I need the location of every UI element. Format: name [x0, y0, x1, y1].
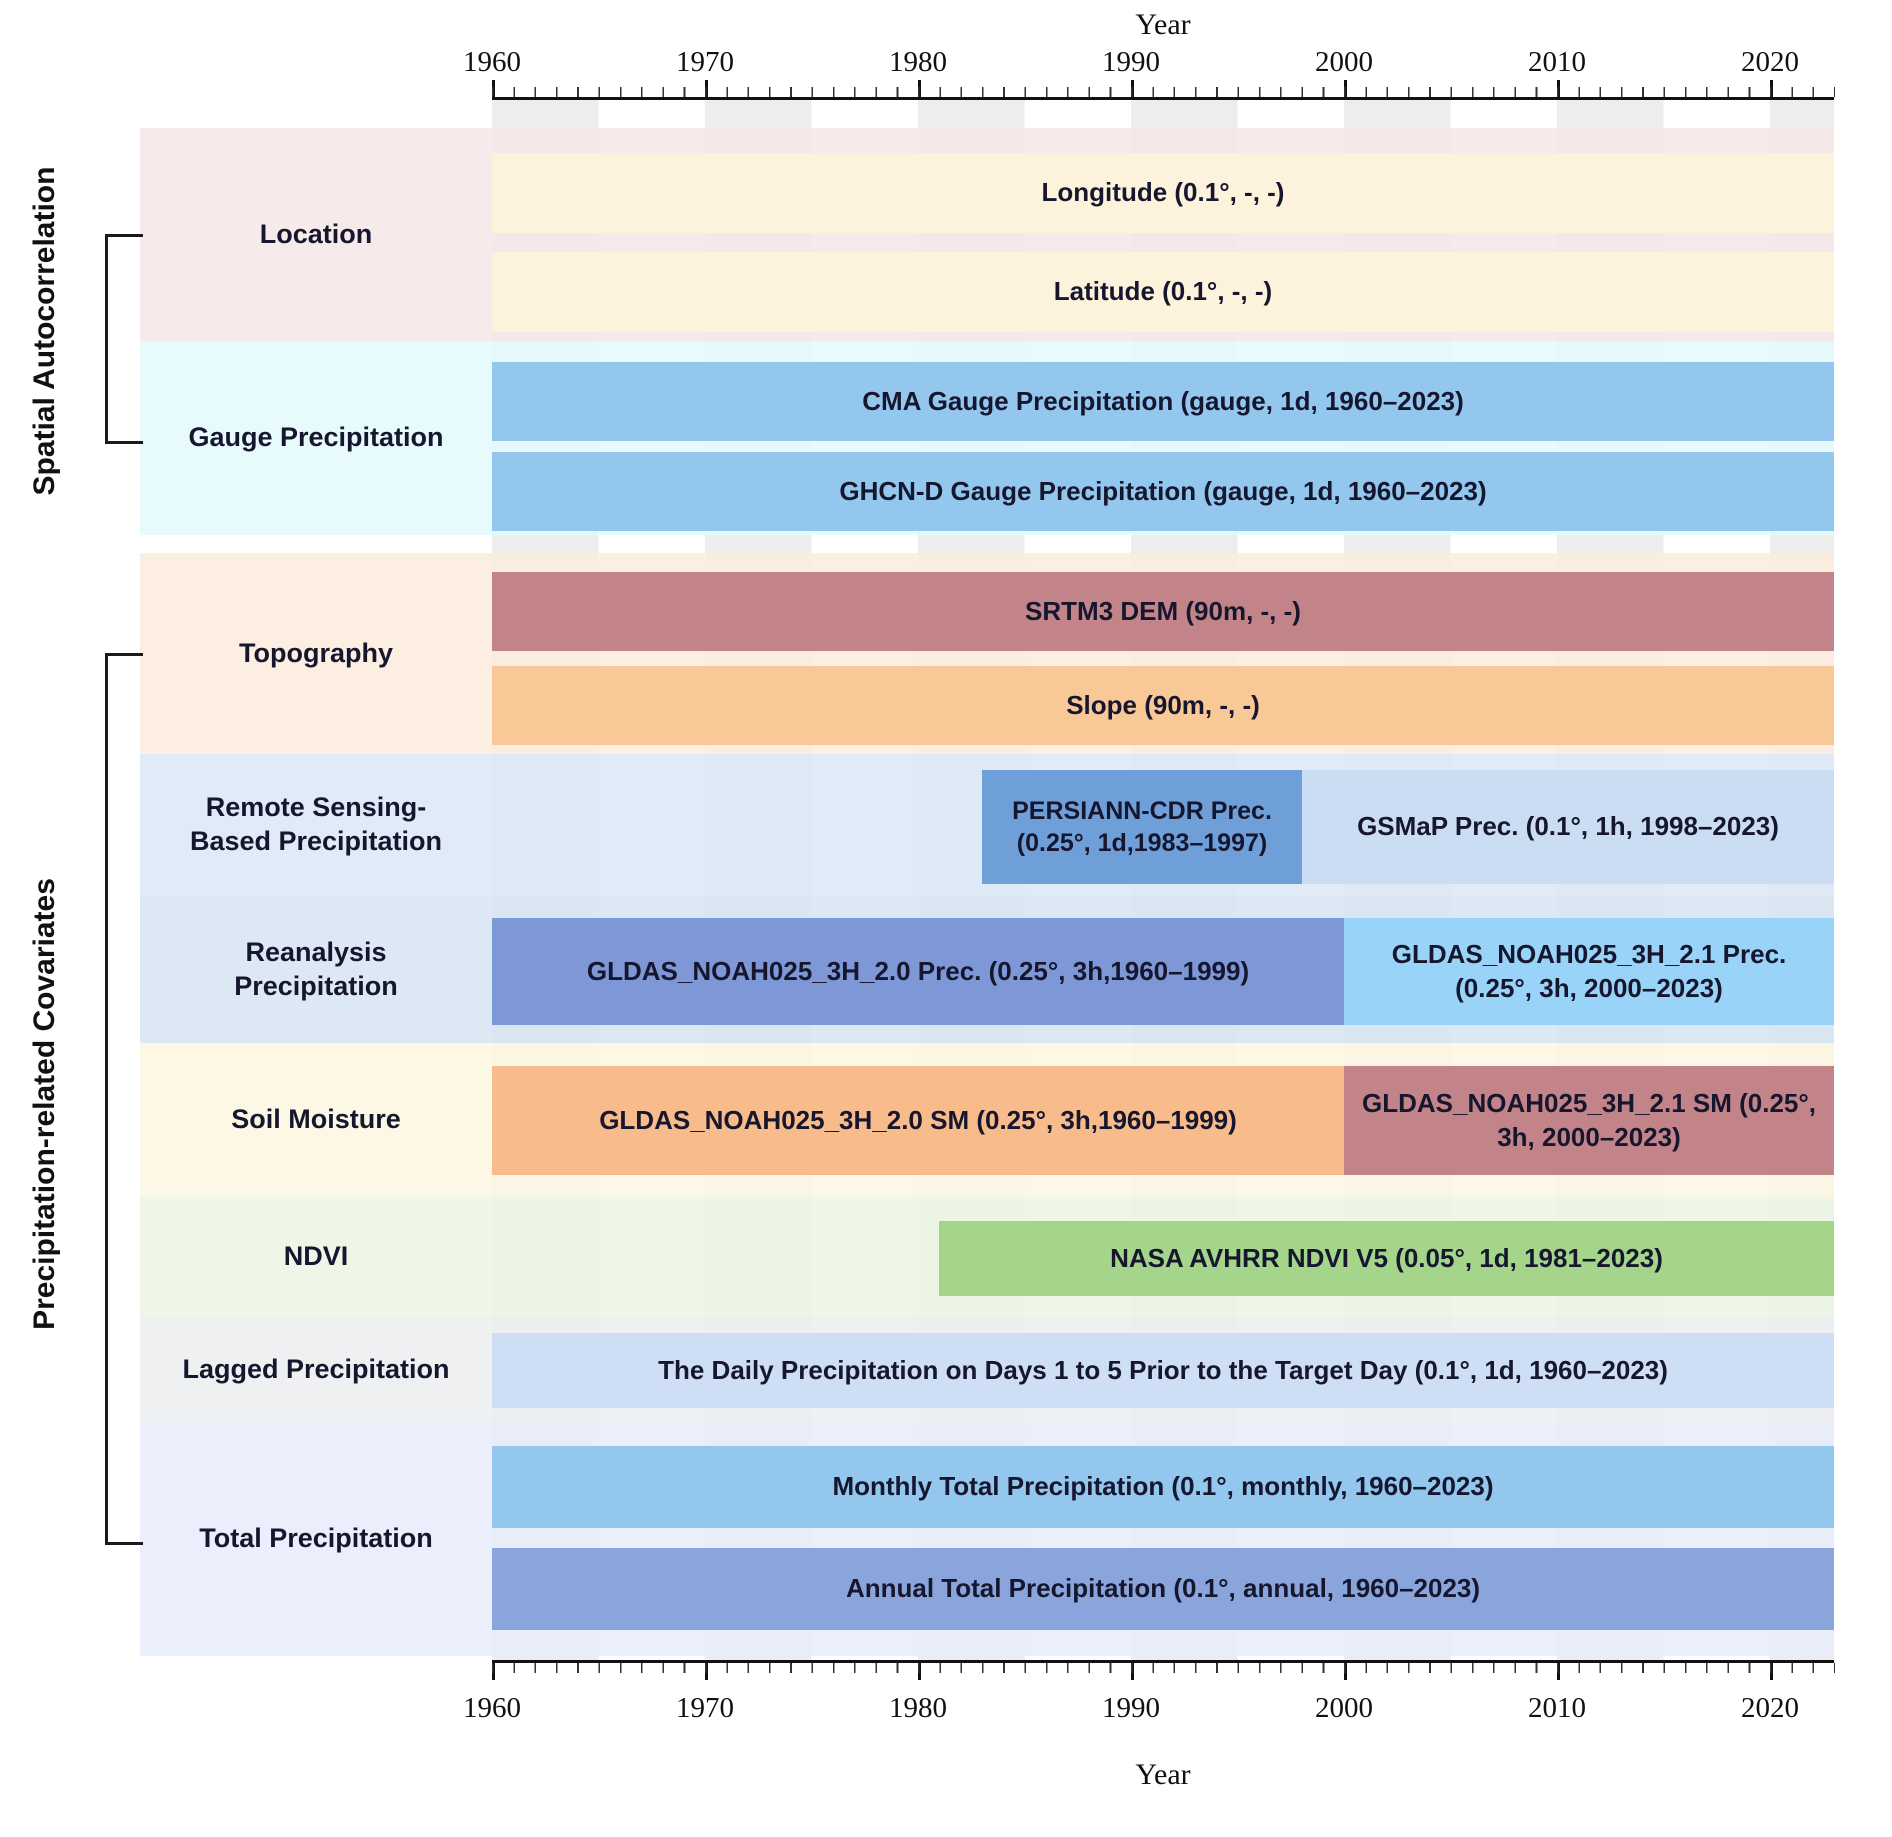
- row-label-location-text: Location: [259, 218, 373, 249]
- tick-label-1970-bottom: 1970: [676, 1692, 734, 1724]
- bar-cma-gauge-precipitation: CMA Gauge Precipitation (gauge, 1d, 1960…: [492, 362, 1834, 441]
- row-location: Location Longitude (0.1°, -, -) Latitude…: [140, 128, 1834, 341]
- bar-gldas-21-prec-label: GLDAS_NOAH025_3H_2.1 Prec. (0.25°, 3h, 2…: [1391, 938, 1787, 1003]
- x-axis-title-bottom: Year: [1135, 1758, 1191, 1791]
- bar-monthly-total-precipitation-label: Monthly Total Precipitation (0.1°, month…: [832, 1471, 1494, 1502]
- row-lagged-precipitation: Lagged Precipitation The Daily Precipita…: [140, 1317, 1834, 1422]
- row-label-gauge-precipitation-text: Gauge Precipitation: [188, 422, 444, 453]
- bracket-spatial-autocorrelation: [105, 234, 143, 444]
- bar-monthly-total-precipitation: Monthly Total Precipitation (0.1°, month…: [492, 1446, 1834, 1528]
- row-label-gauge-precipitation: Gauge Precipitation: [140, 341, 492, 535]
- bar-gldas-20-sm: GLDAS_NOAH025_3H_2.0 SM (0.25°, 3h,1960–…: [492, 1066, 1344, 1175]
- bar-srtm3-dem-label: SRTM3 DEM (90m, -, -): [1025, 595, 1301, 626]
- row-label-remote-sensing-precipitation: Remote Sensing-Based Precipitation: [140, 754, 492, 896]
- tick-label-1990-bottom: 1990: [1102, 1692, 1160, 1724]
- bar-gldas-21-prec: GLDAS_NOAH025_3H_2.1 Prec. (0.25°, 3h, 2…: [1344, 918, 1834, 1025]
- bar-cma-gauge-precipitation-label: CMA Gauge Precipitation (gauge, 1d, 1960…: [862, 385, 1464, 416]
- tick-label-1980-bottom: 1980: [889, 1692, 947, 1724]
- bar-nasa-avhrr-ndvi: NASA AVHRR NDVI V5 (0.05°, 1d, 1981–2023…: [939, 1221, 1834, 1296]
- row-soil-moisture: Soil Moisture GLDAS_NOAH025_3H_2.0 SM (0…: [140, 1043, 1834, 1197]
- bar-gsmap-prec-label: GSMaP Prec. (0.1°, 1h, 1998–2023): [1357, 811, 1779, 842]
- tick-label-2010-bottom: 2010: [1528, 1692, 1586, 1724]
- tick-label-1960-bottom: 1960: [463, 1692, 521, 1724]
- row-label-topography: Topography: [140, 553, 492, 754]
- bar-gldas-20-prec: GLDAS_NOAH025_3H_2.0 Prec. (0.25°, 3h,19…: [492, 918, 1344, 1025]
- row-topography: Topography SRTM3 DEM (90m, -, -) Slope (…: [140, 553, 1834, 754]
- bar-srtm3-dem: SRTM3 DEM (90m, -, -): [492, 572, 1834, 651]
- bar-slope-label: Slope (90m, -, -): [1066, 689, 1260, 720]
- row-label-soil-moisture-text: Soil Moisture: [231, 1104, 401, 1135]
- bar-latitude: Latitude (0.1°, -, -): [492, 252, 1834, 332]
- row-label-ndvi-text: NDVI: [283, 1241, 349, 1272]
- row-label-soil-moisture: Soil Moisture: [140, 1043, 492, 1197]
- x-axis-line-bottom: [492, 1660, 1834, 1663]
- bar-latitude-label: Latitude (0.1°, -, -): [1053, 276, 1273, 307]
- tick-label-2020-bottom: 2020: [1741, 1692, 1799, 1724]
- bar-lagged-daily-precipitation-label: The Daily Precipitation on Days 1 to 5 P…: [658, 1354, 1668, 1385]
- bar-ghcnd-gauge-precipitation: GHCN-D Gauge Precipitation (gauge, 1d, 1…: [492, 452, 1834, 531]
- tick-label-1980-top: 1980: [889, 46, 947, 78]
- tick-label-2010-top: 2010: [1528, 46, 1586, 78]
- row-reanalysis-precipitation: Reanalysis Precipitation GLDAS_NOAH025_3…: [140, 896, 1834, 1043]
- bar-gldas-20-prec-label: GLDAS_NOAH025_3H_2.0 Prec. (0.25°, 3h,19…: [586, 955, 1250, 986]
- bar-annual-total-precipitation-label: Annual Total Precipitation (0.1°, annual…: [845, 1573, 1481, 1604]
- row-gauge-precipitation: Gauge Precipitation CMA Gauge Precipitat…: [140, 341, 1834, 535]
- bar-gldas-21-sm: GLDAS_NOAH025_3H_2.1 SM (0.25°, 3h, 2000…: [1344, 1066, 1834, 1175]
- tick-label-2000-bottom: 2000: [1315, 1692, 1373, 1724]
- row-total-precipitation: Total Precipitation Monthly Total Precip…: [140, 1422, 1834, 1656]
- group-label-precipitation-related-covariates: Precipitation-related Covariates: [28, 878, 61, 1330]
- bar-slope: Slope (90m, -, -): [492, 666, 1834, 745]
- bar-nasa-avhrr-ndvi-label: NASA AVHRR NDVI V5 (0.05°, 1d, 1981–2023…: [1110, 1242, 1663, 1273]
- tick-label-1990-top: 1990: [1102, 46, 1160, 78]
- bracket-precipitation-related-covariates: [105, 653, 143, 1545]
- bar-ghcnd-gauge-precipitation-label: GHCN-D Gauge Precipitation (gauge, 1d, 1…: [839, 475, 1487, 506]
- tick-label-1960-top: 1960: [463, 46, 521, 78]
- row-label-total-precipitation: Total Precipitation: [140, 1422, 492, 1656]
- bar-persiann-cdr-prec-label: PERSIANN-CDR Prec. (0.25°, 1d,1983–1997): [1012, 796, 1272, 858]
- x-axis-minor-ticks-bottom: [492, 1663, 1835, 1673]
- bar-longitude: Longitude (0.1°, -, -): [492, 153, 1834, 233]
- row-label-ndvi: NDVI: [140, 1197, 492, 1317]
- tick-label-2020-top: 2020: [1741, 46, 1799, 78]
- bar-gsmap-prec: GSMaP Prec. (0.1°, 1h, 1998–2023): [1302, 770, 1834, 884]
- bar-gldas-20-sm-label: GLDAS_NOAH025_3H_2.0 SM (0.25°, 3h,1960–…: [599, 1104, 1237, 1135]
- row-label-total-precipitation-text: Total Precipitation: [199, 1523, 433, 1554]
- row-label-lagged-precipitation-text: Lagged Precipitation: [182, 1353, 450, 1384]
- row-label-remote-sensing-precipitation-text: Remote Sensing-Based Precipitation: [189, 792, 443, 856]
- row-label-location: Location: [140, 128, 492, 341]
- x-axis-minor-ticks-top: [492, 87, 1835, 97]
- row-label-reanalysis-precipitation-text: Reanalysis Precipitation: [234, 936, 398, 1001]
- group-label-spatial-autocorrelation: Spatial Autocorrelation: [28, 166, 61, 496]
- bar-gldas-21-sm-label: GLDAS_NOAH025_3H_2.1 SM (0.25°, 3h, 2000…: [1361, 1087, 1817, 1152]
- tick-label-2000-top: 2000: [1315, 46, 1373, 78]
- x-axis-title-top: Year: [1135, 8, 1191, 41]
- bar-longitude-label: Longitude (0.1°, -, -): [1041, 177, 1285, 208]
- bar-lagged-daily-precipitation: The Daily Precipitation on Days 1 to 5 P…: [492, 1333, 1834, 1408]
- row-label-lagged-precipitation: Lagged Precipitation: [140, 1317, 492, 1422]
- bar-persiann-cdr-prec: PERSIANN-CDR Prec. (0.25°, 1d,1983–1997): [982, 770, 1302, 884]
- row-label-topography-text: Topography: [239, 637, 393, 668]
- tick-label-1970-top: 1970: [676, 46, 734, 78]
- row-remote-sensing-precipitation: Remote Sensing-Based Precipitation PERSI…: [140, 754, 1834, 896]
- row-ndvi: NDVI NASA AVHRR NDVI V5 (0.05°, 1d, 1981…: [140, 1197, 1834, 1317]
- bar-annual-total-precipitation: Annual Total Precipitation (0.1°, annual…: [492, 1548, 1834, 1630]
- row-label-reanalysis-precipitation: Reanalysis Precipitation: [140, 896, 492, 1043]
- x-axis-line-top: [492, 97, 1834, 100]
